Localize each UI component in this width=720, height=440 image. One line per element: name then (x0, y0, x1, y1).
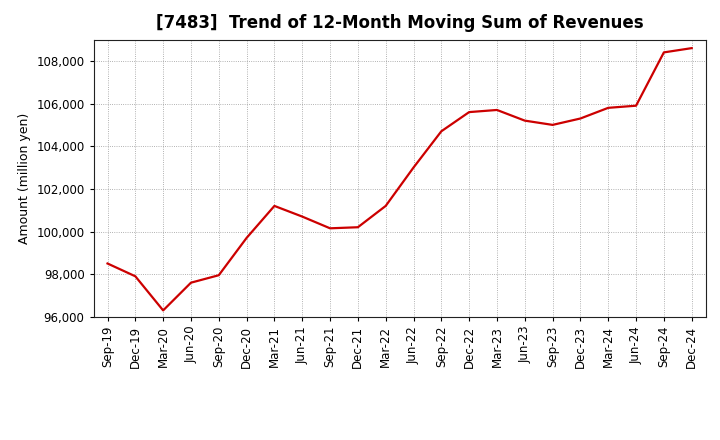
Title: [7483]  Trend of 12-Month Moving Sum of Revenues: [7483] Trend of 12-Month Moving Sum of R… (156, 15, 644, 33)
Y-axis label: Amount (million yen): Amount (million yen) (18, 113, 31, 244)
